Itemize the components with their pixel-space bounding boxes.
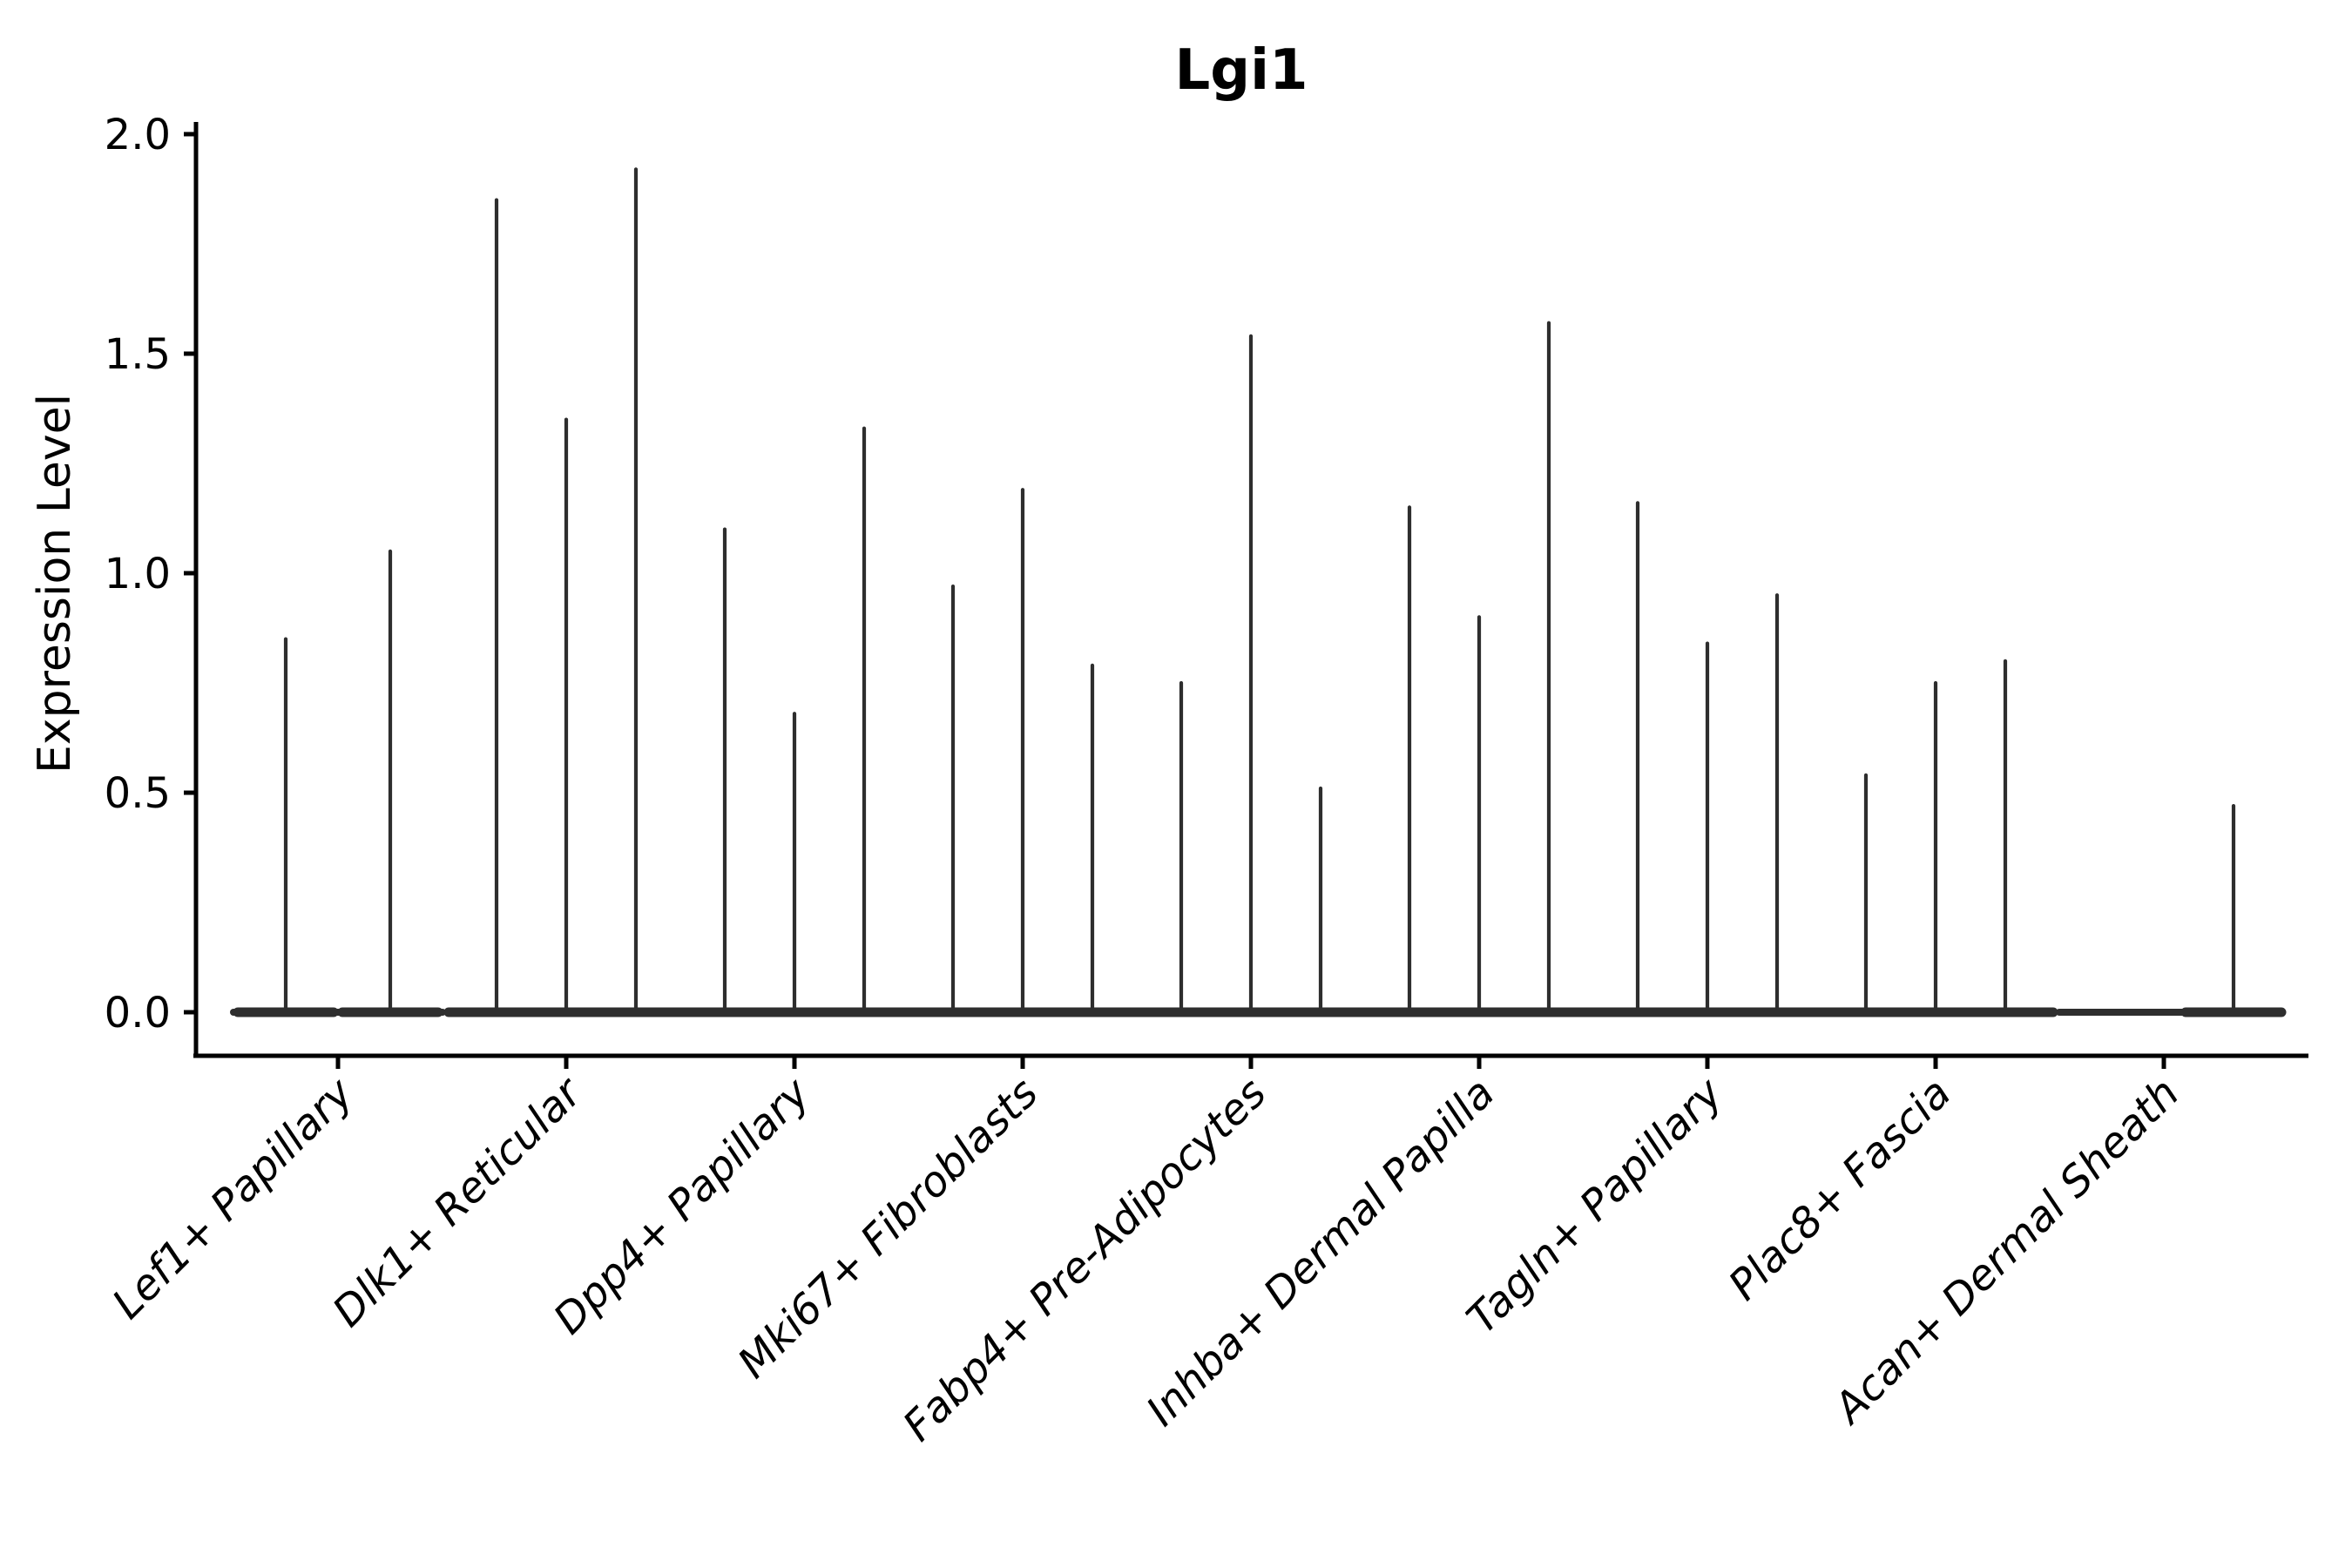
y-tick-label: 0.0 <box>105 989 171 1037</box>
chart-title: Lgi1 <box>1174 38 1308 103</box>
y-tick-label: 1.5 <box>105 330 171 379</box>
x-tick-label: Lef1+ Papillary <box>103 1068 363 1328</box>
x-tick-label: Fabp4+ Pre-Adipocytes <box>894 1069 1276 1451</box>
y-ticks-layer: 0.0 0.5 1.0 1.5 2.0 <box>105 111 196 1037</box>
y-tick-label: 0.5 <box>105 769 171 818</box>
violin-group <box>900 488 1146 1017</box>
y-axis-label: Expression Level <box>29 394 81 774</box>
violin-group <box>2056 804 2287 1017</box>
violin-group <box>1128 334 1374 1017</box>
x-tick-label: Tagln+ Papillary <box>1457 1068 1733 1343</box>
y-tick-label: 2.0 <box>105 111 171 159</box>
violin-group <box>230 549 446 1017</box>
x-tick-label: Dlk1+ Reticular <box>323 1067 593 1337</box>
violins-layer <box>230 167 2287 1017</box>
violin-group <box>1813 659 2058 1017</box>
violin-group <box>1356 321 1602 1017</box>
violin-group <box>672 426 917 1017</box>
violin-group <box>443 167 689 1017</box>
y-tick-label: 1.0 <box>105 550 171 598</box>
violin-group <box>1585 501 1830 1017</box>
x-tick-label: Plac8+ Fascia <box>1720 1069 1961 1310</box>
